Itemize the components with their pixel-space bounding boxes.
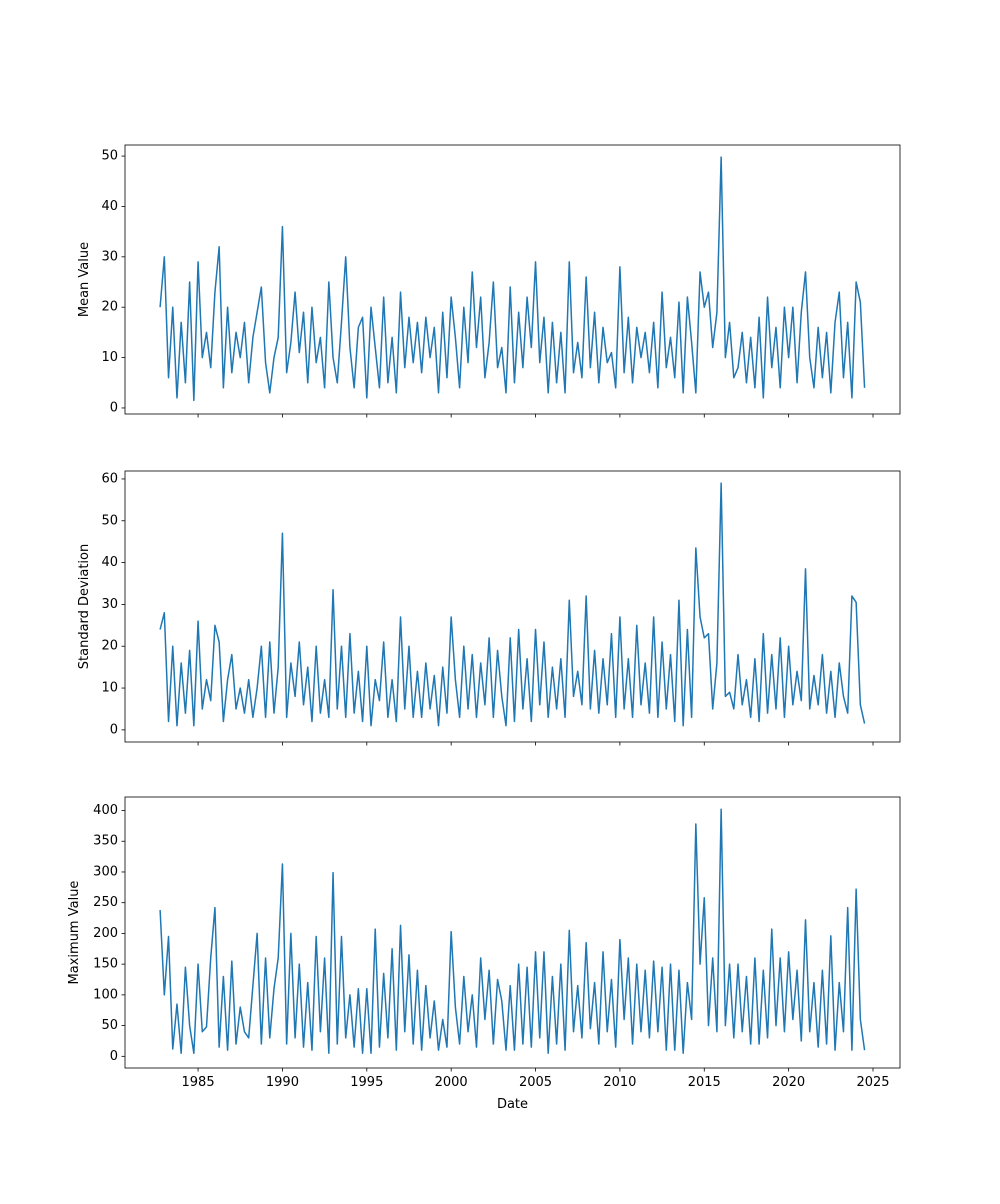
data-line xyxy=(159,808,866,1054)
x-tick-label: 1995 xyxy=(350,1075,383,1090)
x-tick-label: 2025 xyxy=(856,1075,889,1090)
x-tick-label: 2005 xyxy=(519,1075,552,1090)
y-tick-label: 50 xyxy=(101,149,118,164)
y-axis-label: Mean Value xyxy=(77,242,92,317)
x-axis-label: Date xyxy=(497,1097,528,1112)
y-tick-label: 50 xyxy=(101,513,118,528)
y-tick-label: 10 xyxy=(101,350,118,365)
y-tick-label: 30 xyxy=(101,249,118,264)
y-axis-label: Standard Deviation xyxy=(77,544,92,669)
y-tick-label: 100 xyxy=(93,987,118,1002)
x-tick-label: 2015 xyxy=(688,1075,721,1090)
x-tick-label: 2020 xyxy=(772,1075,805,1090)
data-line xyxy=(159,482,866,727)
y-tick-label: 250 xyxy=(93,895,118,910)
y-tick-label: 50 xyxy=(101,1018,118,1033)
y-tick-label: 20 xyxy=(101,639,118,654)
y-tick-label: 0 xyxy=(110,1049,118,1064)
y-tick-label: 400 xyxy=(93,803,118,818)
x-tick-label: 1985 xyxy=(182,1075,215,1090)
x-tick-label: 2010 xyxy=(603,1075,636,1090)
axes-frame xyxy=(124,796,901,1069)
axes-frame xyxy=(124,144,901,415)
data-line xyxy=(159,156,866,402)
y-tick-label: 200 xyxy=(93,926,118,941)
axes-frame xyxy=(124,470,901,743)
y-tick-label: 350 xyxy=(93,834,118,849)
y-tick-label: 0 xyxy=(110,722,118,737)
y-tick-label: 20 xyxy=(101,300,118,315)
y-tick-label: 40 xyxy=(101,199,118,214)
y-tick-label: 150 xyxy=(93,957,118,972)
y-tick-label: 30 xyxy=(101,597,118,612)
y-tick-label: 300 xyxy=(93,864,118,879)
x-tick-label: 2000 xyxy=(435,1075,468,1090)
y-tick-label: 0 xyxy=(110,400,118,415)
x-tick-label: 1990 xyxy=(266,1075,299,1090)
y-tick-label: 40 xyxy=(101,555,118,570)
y-axis-label: Maximum Value xyxy=(67,881,82,985)
y-tick-label: 10 xyxy=(101,681,118,696)
y-tick-label: 60 xyxy=(101,471,118,486)
